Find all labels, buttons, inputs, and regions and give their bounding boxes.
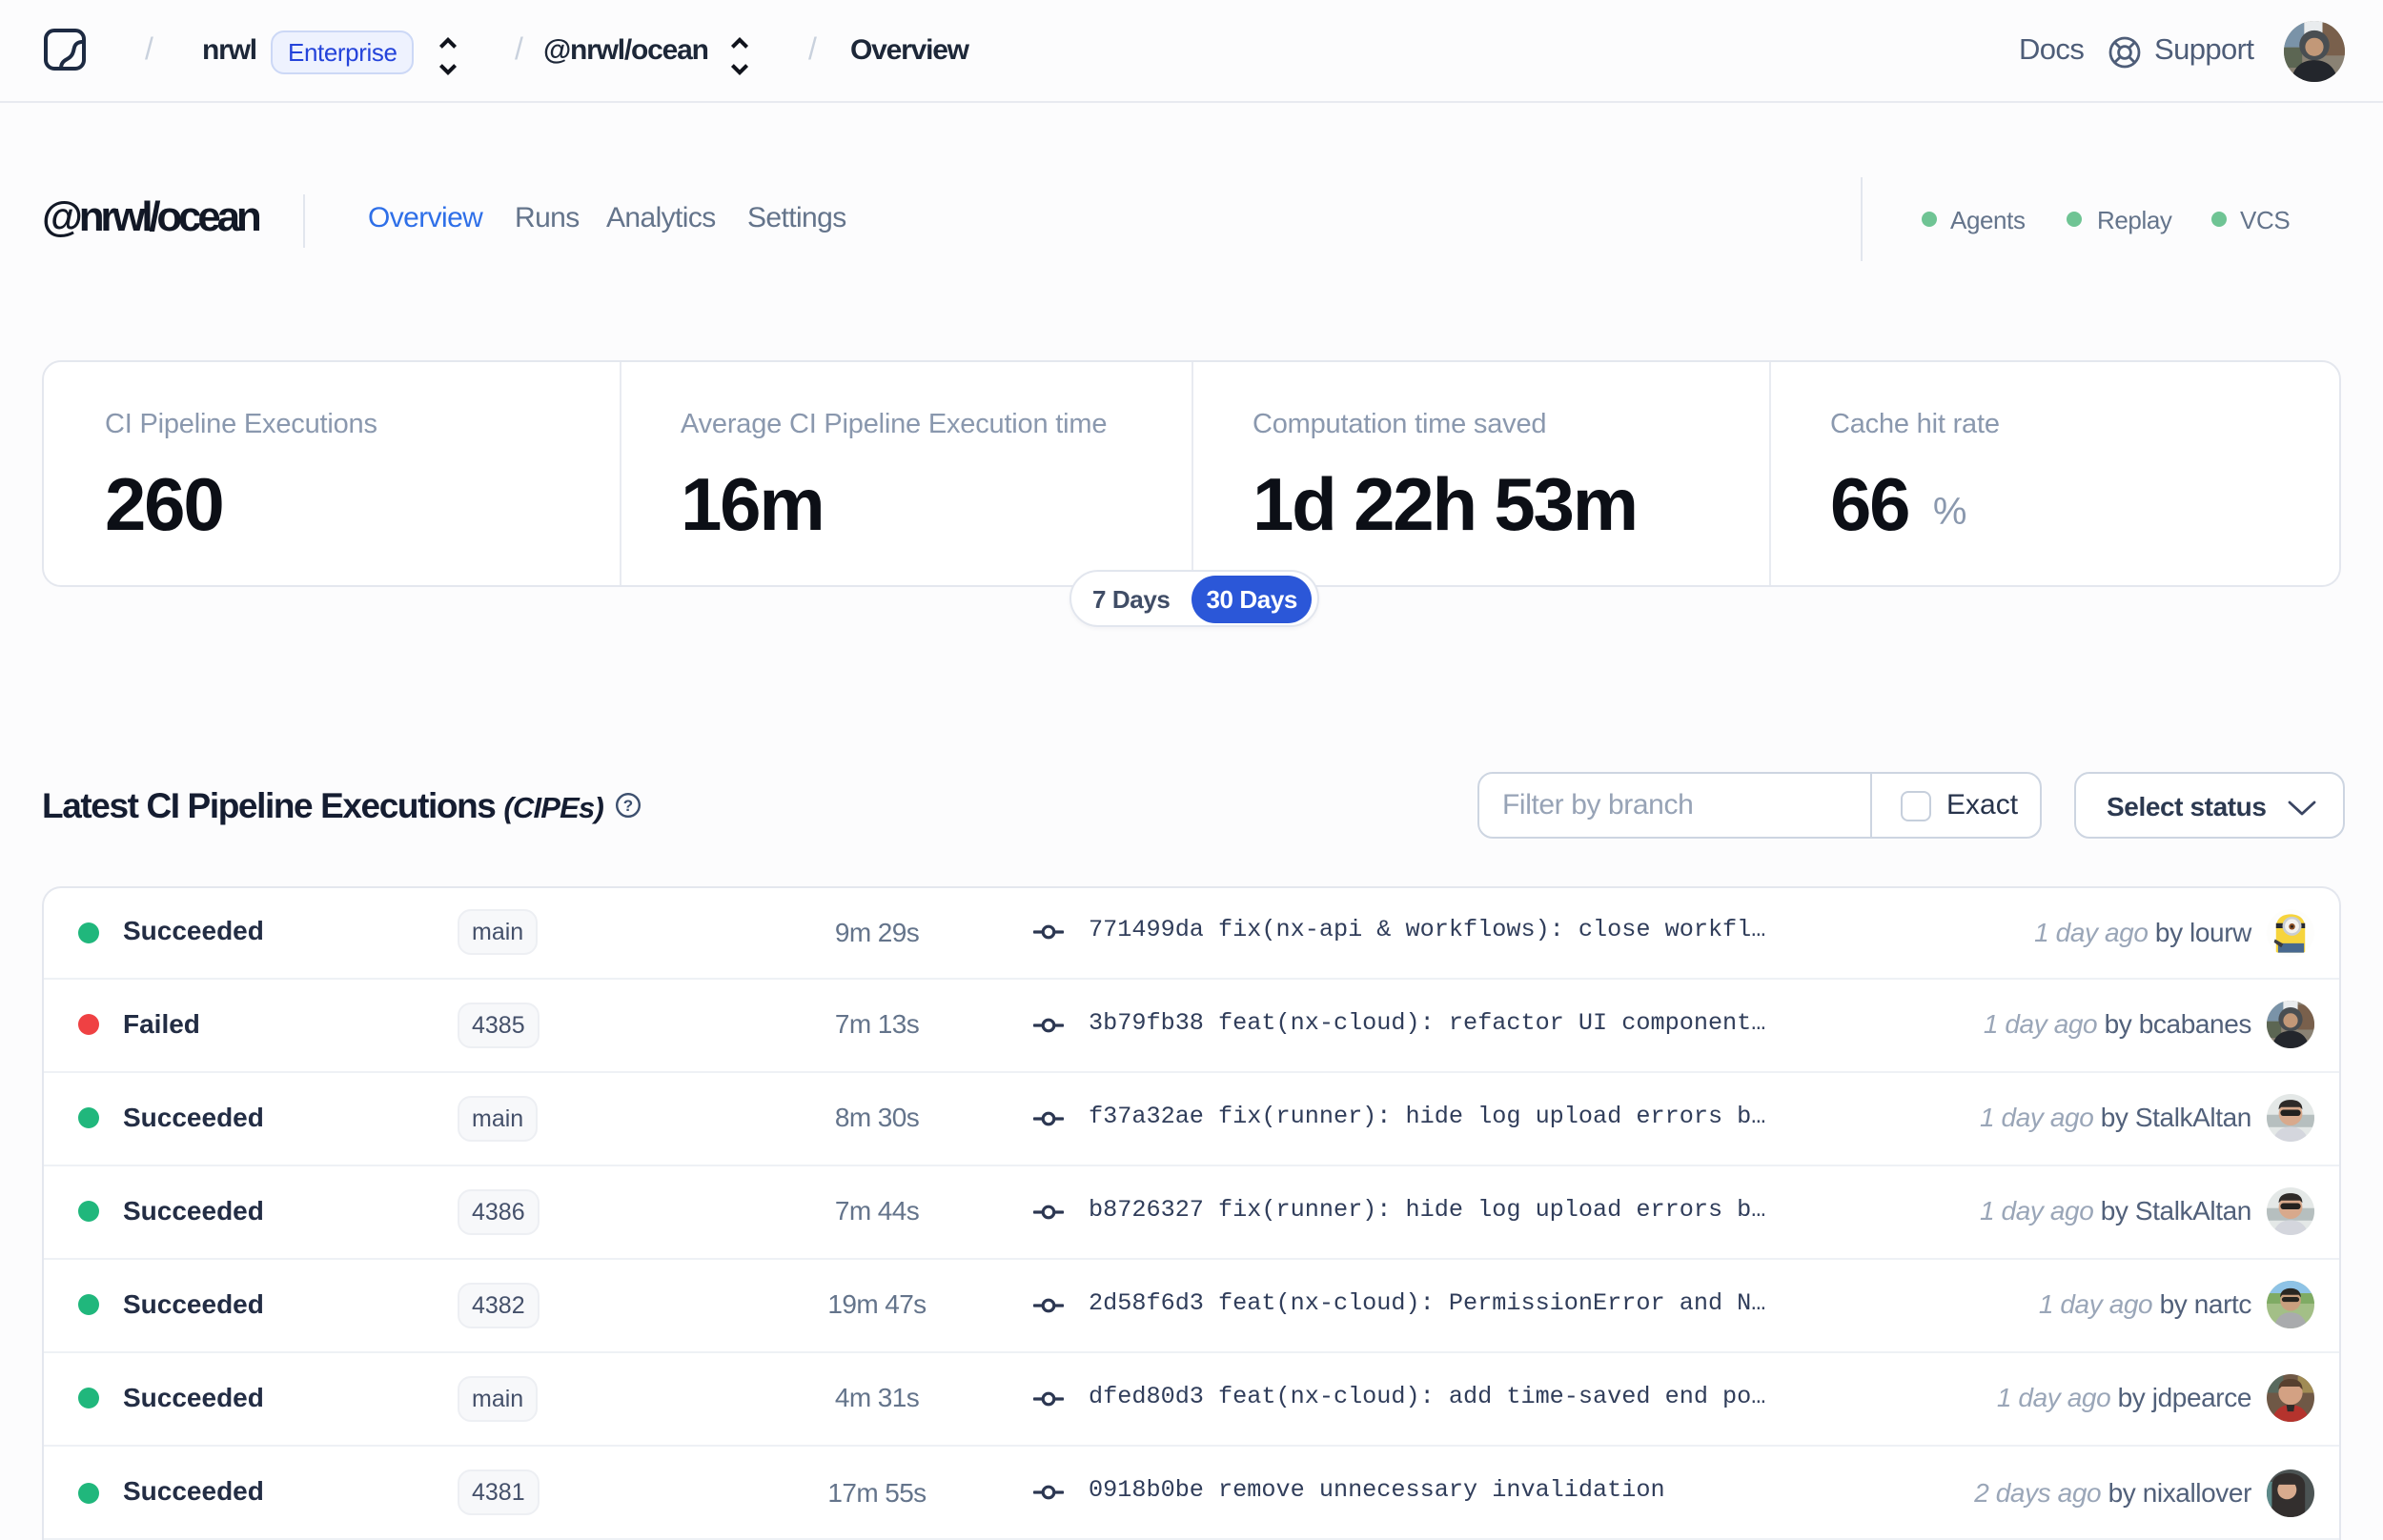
svg-text:?: ? [623, 797, 633, 815]
